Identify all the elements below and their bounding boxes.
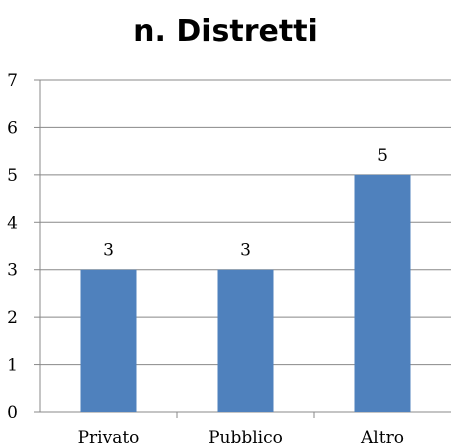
bar-altro (354, 174, 411, 412)
y-tick-label: 5 (7, 166, 18, 186)
y-tick-label: 0 (7, 403, 18, 423)
data-label: 3 (103, 241, 114, 261)
x-category-label: Privato (78, 428, 140, 447)
x-category-label: Pubblico (208, 428, 283, 447)
y-tick-label: 7 (7, 71, 18, 91)
bars (80, 174, 411, 412)
y-tick-label: 6 (7, 118, 18, 138)
x-category-label: Altro (360, 428, 404, 447)
y-tick-label: 1 (7, 356, 18, 376)
labels: 0 1 2 3 4 5 6 7 3 Privato 3 Pubblico 5 Altro (7, 71, 404, 447)
data-label: 5 (377, 146, 388, 166)
chart-title: n. Distretti (133, 14, 318, 49)
bar-privato (80, 269, 137, 412)
y-tick-label: 3 (7, 261, 18, 281)
data-label: 3 (240, 241, 251, 261)
bar-pubblico (217, 269, 274, 412)
y-tick-label: 4 (7, 213, 18, 233)
y-tick-label: 2 (7, 308, 18, 328)
